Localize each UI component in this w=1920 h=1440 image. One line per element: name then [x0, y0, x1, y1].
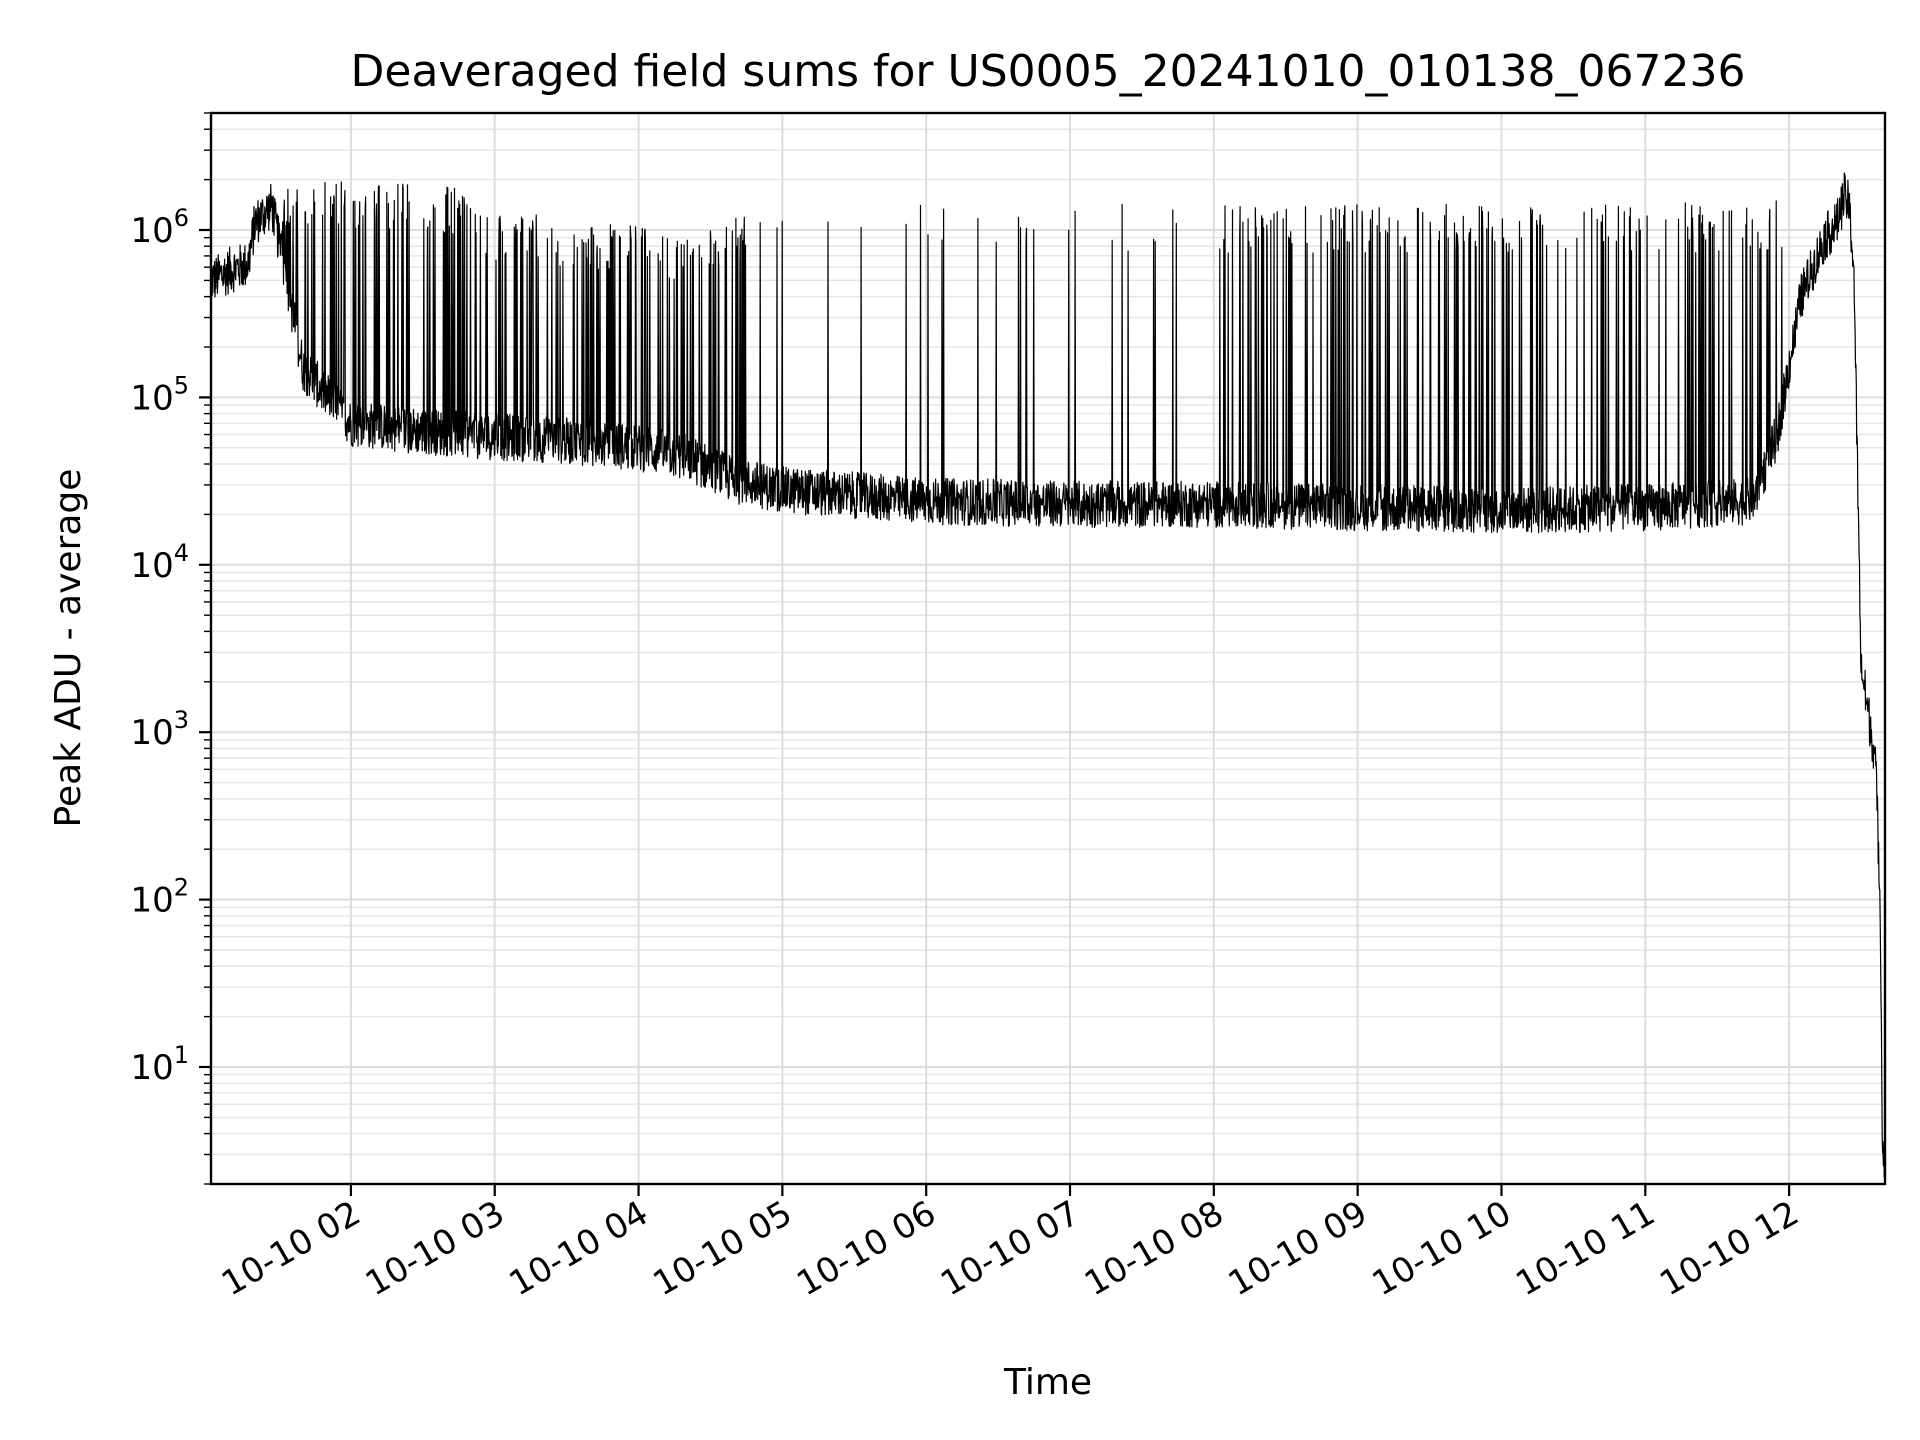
series-line [210, 172, 1886, 1178]
chart-title: Deaveraged field sums for US0005_2024101… [351, 46, 1746, 97]
x-tick-label: 10-10 03 [359, 1193, 511, 1304]
x-tick-label: 10-10 09 [1222, 1193, 1374, 1304]
x-axis-label: Time [1003, 1362, 1092, 1403]
x-tick-label: 10-10 11 [1509, 1193, 1661, 1304]
x-tick-label: 10-10 07 [934, 1193, 1086, 1304]
x-tick-label: 10-10 04 [503, 1193, 655, 1304]
y-tick-label: 106 [130, 204, 189, 251]
y-tick-label: 104 [130, 539, 189, 586]
x-tick-label: 10-10 08 [1078, 1193, 1230, 1304]
series-layer [210, 172, 1886, 1178]
y-tick-label: 102 [130, 874, 189, 921]
plot-frame [209, 111, 1887, 1186]
x-tick-label: 10-10 05 [646, 1193, 798, 1304]
x-tick-label: 10-10 02 [215, 1193, 367, 1304]
y-tick-label: 103 [130, 706, 189, 753]
x-tick-label: 10-10 10 [1366, 1193, 1518, 1304]
y-tick-label: 105 [130, 371, 189, 418]
y-axis-label: Peak ADU - average [48, 469, 89, 828]
y-tick-label: 101 [130, 1041, 189, 1088]
x-tick-label: 10-10 06 [790, 1193, 942, 1304]
x-tick-label: 10-10 12 [1653, 1193, 1805, 1304]
